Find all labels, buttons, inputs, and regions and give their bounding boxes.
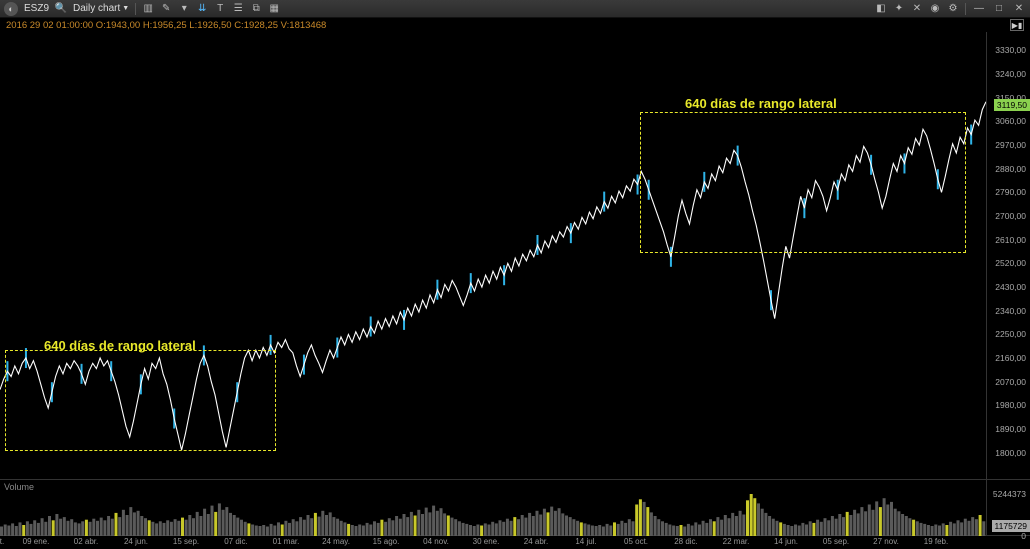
- time-x-axis[interactable]: ct. 09 ene. 02 abr. 24 jun. 15 sep. 07 dic. 01…: [0, 535, 1030, 549]
- x-tick-label: 07 dic.: [224, 537, 248, 546]
- y-tick-label: 2160,00: [995, 353, 1026, 363]
- range-annotation-box: [640, 112, 966, 253]
- chevron-down-icon: ▼: [122, 5, 129, 12]
- chevron-icon[interactable]: ▾: [178, 3, 190, 15]
- x-tick-label: 14 jun.: [774, 537, 798, 546]
- maximize-icon[interactable]: □: [992, 3, 1006, 15]
- grid-icon[interactable]: ▦: [268, 3, 280, 15]
- y-tick-label: 3330,00: [995, 45, 1026, 55]
- price-chart-canvas[interactable]: 640 días de rango lateral 640 días de ran…: [0, 32, 986, 479]
- crosshair-icon[interactable]: ✕: [911, 3, 923, 15]
- x-tick-label: 04 nov.: [423, 537, 449, 546]
- x-tick-label: 28 dic.: [674, 537, 698, 546]
- x-axis-ticks: ct. 09 ene. 02 abr. 24 jun. 15 sep. 07 dic. 01…: [0, 536, 986, 549]
- volume-canvas[interactable]: Volume: [0, 480, 986, 535]
- x-tick-label: 15 sep.: [173, 537, 199, 546]
- separator: [135, 3, 136, 15]
- x-tick-label: 05 oct.: [624, 537, 648, 546]
- x-tick-label: 01 mar.: [273, 537, 300, 546]
- x-tick-label: 24 abr.: [524, 537, 548, 546]
- play-forward-icon[interactable]: ▶▮: [1010, 19, 1024, 31]
- x-tick-label: 09 ene.: [23, 537, 50, 546]
- y-tick-label: 2340,00: [995, 306, 1026, 316]
- x-tick-label: ct.: [0, 537, 4, 546]
- symbol-label[interactable]: ESZ9: [24, 3, 49, 14]
- x-tick-label: 05 sep.: [823, 537, 849, 546]
- paint-icon[interactable]: ◧: [875, 3, 887, 15]
- wand-icon[interactable]: ✦: [893, 3, 905, 15]
- y-tick-label: 2700,00: [995, 211, 1026, 221]
- minimize-icon[interactable]: —: [972, 3, 986, 15]
- volume-pane[interactable]: Volume 052443731175729: [0, 479, 1030, 535]
- y-tick-label: 2790,00: [995, 187, 1026, 197]
- price-y-axis[interactable]: 1800,00 1890,00 1980,00 2070,00 2160,00 2250,…: [986, 32, 1030, 479]
- range-annotation-label: 640 días de rango lateral: [44, 338, 196, 353]
- y-tick-label: 2610,00: [995, 235, 1026, 245]
- x-tick-label: 24 may.: [322, 537, 350, 546]
- trading-app: ◐ ESZ9 🔍 Daily chart ▼ ▥ ✎ ▾ ⇊ T ☰ ⧉ ▦ ◧…: [0, 0, 1030, 549]
- x-tick-label: 24 jun.: [124, 537, 148, 546]
- y-tick-label: 1800,00: [995, 448, 1026, 458]
- vol-tick-label: 5244373: [993, 489, 1026, 499]
- x-tick-label: 02 abr.: [74, 537, 98, 546]
- y-tick-label: 3240,00: [995, 69, 1026, 79]
- x-tick-label: 22 mar.: [723, 537, 750, 546]
- bar-style-icon[interactable]: ⇊: [196, 3, 208, 15]
- vol-tick-label: 0: [1021, 531, 1026, 541]
- price-chart-pane[interactable]: 640 días de rango lateral 640 días de ran…: [0, 32, 1030, 479]
- app-logo-icon: ◐: [4, 2, 18, 16]
- chart-bars-icon[interactable]: ▥: [142, 3, 154, 15]
- x-tick-label: 14 jul.: [575, 537, 596, 546]
- y-tick-label: 2250,00: [995, 329, 1026, 339]
- copy-icon[interactable]: ⧉: [250, 3, 262, 15]
- y-tick-label: 2520,00: [995, 258, 1026, 268]
- camera-icon[interactable]: ◉: [929, 3, 941, 15]
- y-tick-label: 2970,00: [995, 140, 1026, 150]
- y-tick-label: 1980,00: [995, 400, 1026, 410]
- y-tick-label: 3060,00: [995, 116, 1026, 126]
- close-icon[interactable]: ✕: [1012, 3, 1026, 15]
- settings-icon[interactable]: ⚙: [947, 3, 959, 15]
- x-tick-label: 27 nov.: [873, 537, 899, 546]
- volume-bars-svg: [0, 480, 986, 536]
- separator: [965, 3, 966, 15]
- last-price-marker: 3119,50: [994, 99, 1030, 111]
- ohlc-bar: 2016 29 02 01:00:00 O:1943,00 H:1956,25 …: [0, 18, 1030, 32]
- y-tick-label: 2070,00: [995, 377, 1026, 387]
- volume-y-axis[interactable]: 052443731175729: [986, 480, 1030, 535]
- ohlc-text: 2016 29 02 01:00:00 O:1943,00 H:1956,25 …: [6, 20, 326, 31]
- y-tick-label: 1890,00: [995, 424, 1026, 434]
- text-icon[interactable]: T: [214, 3, 226, 15]
- pencil-icon[interactable]: ✎: [160, 3, 172, 15]
- y-tick-label: 2430,00: [995, 282, 1026, 292]
- layers-icon[interactable]: ☰: [232, 3, 244, 15]
- x-tick-label: 19 feb.: [924, 537, 948, 546]
- range-annotation-label: 640 días de rango lateral: [685, 96, 837, 111]
- x-tick-label: 15 ago.: [373, 537, 400, 546]
- chart-type-label: Daily chart: [73, 3, 120, 14]
- volume-marker: 1175729: [992, 520, 1030, 532]
- search-icon[interactable]: 🔍: [55, 3, 67, 15]
- y-tick-label: 2880,00: [995, 164, 1026, 174]
- chart-type-dropdown[interactable]: Daily chart ▼: [73, 3, 129, 14]
- x-tick-label: 30 ene.: [473, 537, 500, 546]
- range-annotation-box: [5, 350, 276, 451]
- main-toolbar: ◐ ESZ9 🔍 Daily chart ▼ ▥ ✎ ▾ ⇊ T ☰ ⧉ ▦ ◧…: [0, 0, 1030, 18]
